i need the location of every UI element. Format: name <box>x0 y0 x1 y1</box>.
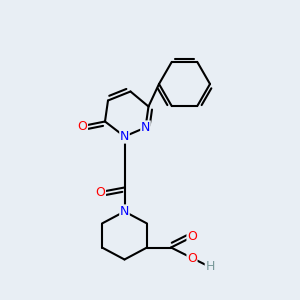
Text: H: H <box>205 260 215 274</box>
Text: N: N <box>141 121 150 134</box>
Text: O: O <box>96 185 105 199</box>
Text: O: O <box>78 119 87 133</box>
Text: O: O <box>187 230 197 244</box>
Text: O: O <box>187 251 197 265</box>
Text: N: N <box>120 205 129 218</box>
Text: N: N <box>120 130 129 143</box>
